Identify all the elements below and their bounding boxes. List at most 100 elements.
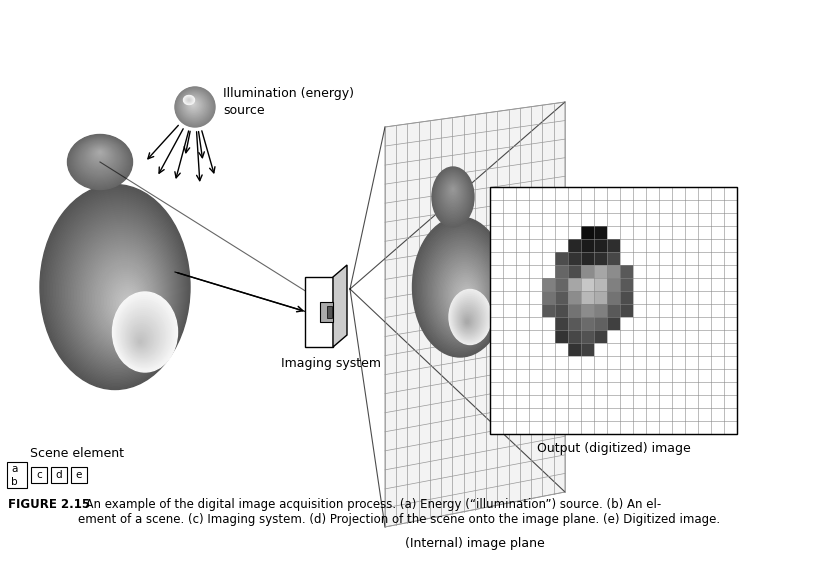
Ellipse shape [104, 272, 147, 331]
Ellipse shape [88, 146, 112, 166]
Ellipse shape [439, 255, 489, 330]
Ellipse shape [85, 246, 160, 348]
Ellipse shape [184, 96, 194, 104]
Ellipse shape [177, 89, 213, 125]
Ellipse shape [178, 90, 212, 124]
Ellipse shape [130, 324, 153, 353]
Ellipse shape [449, 184, 458, 197]
Ellipse shape [179, 91, 209, 121]
Ellipse shape [432, 167, 474, 227]
FancyBboxPatch shape [31, 467, 47, 483]
Ellipse shape [178, 90, 211, 123]
Ellipse shape [58, 209, 178, 373]
Ellipse shape [452, 275, 480, 316]
Ellipse shape [121, 308, 165, 363]
Ellipse shape [127, 318, 158, 356]
Ellipse shape [183, 95, 204, 116]
Ellipse shape [465, 295, 470, 301]
Text: Scene element: Scene element [30, 447, 124, 460]
Ellipse shape [449, 289, 491, 345]
Ellipse shape [177, 88, 214, 125]
FancyBboxPatch shape [594, 278, 607, 291]
Ellipse shape [78, 236, 165, 355]
Ellipse shape [76, 139, 124, 180]
FancyBboxPatch shape [7, 462, 27, 488]
Ellipse shape [438, 173, 468, 216]
FancyBboxPatch shape [581, 330, 594, 343]
Ellipse shape [61, 213, 176, 370]
Ellipse shape [442, 177, 465, 210]
Ellipse shape [189, 101, 198, 109]
Ellipse shape [127, 303, 132, 310]
Ellipse shape [124, 299, 134, 313]
Ellipse shape [86, 144, 114, 168]
Text: d: d [56, 470, 63, 480]
Ellipse shape [83, 244, 161, 350]
FancyBboxPatch shape [607, 252, 620, 265]
FancyBboxPatch shape [305, 277, 333, 347]
Ellipse shape [109, 278, 144, 327]
Ellipse shape [183, 94, 205, 117]
Ellipse shape [464, 317, 471, 326]
Ellipse shape [113, 285, 141, 322]
Ellipse shape [176, 88, 214, 126]
Ellipse shape [116, 298, 173, 368]
Ellipse shape [128, 305, 131, 308]
Ellipse shape [430, 243, 495, 339]
Ellipse shape [445, 180, 461, 204]
FancyBboxPatch shape [581, 317, 594, 330]
Ellipse shape [91, 254, 156, 343]
Ellipse shape [190, 101, 197, 108]
Ellipse shape [187, 98, 200, 112]
Ellipse shape [93, 256, 155, 342]
Ellipse shape [84, 144, 116, 170]
FancyBboxPatch shape [490, 187, 737, 434]
Ellipse shape [416, 222, 505, 353]
Ellipse shape [113, 294, 176, 371]
FancyBboxPatch shape [555, 330, 568, 343]
Ellipse shape [134, 332, 148, 348]
Text: Imaging system: Imaging system [281, 357, 381, 370]
Ellipse shape [431, 244, 495, 338]
Ellipse shape [462, 313, 474, 328]
FancyBboxPatch shape [555, 304, 568, 317]
Ellipse shape [455, 300, 483, 337]
Ellipse shape [138, 338, 143, 345]
Ellipse shape [55, 205, 180, 376]
Ellipse shape [175, 87, 215, 127]
Ellipse shape [184, 96, 193, 104]
Ellipse shape [70, 136, 130, 186]
FancyBboxPatch shape [568, 239, 581, 252]
Ellipse shape [456, 302, 482, 336]
Ellipse shape [434, 169, 473, 224]
FancyBboxPatch shape [607, 304, 620, 317]
Ellipse shape [100, 266, 150, 335]
Ellipse shape [185, 97, 193, 104]
Ellipse shape [74, 232, 167, 358]
FancyBboxPatch shape [542, 291, 555, 304]
Ellipse shape [181, 93, 208, 119]
Ellipse shape [48, 195, 185, 382]
Ellipse shape [68, 135, 132, 189]
FancyBboxPatch shape [568, 304, 581, 317]
Ellipse shape [180, 92, 208, 120]
FancyBboxPatch shape [620, 291, 633, 304]
Ellipse shape [112, 282, 142, 324]
FancyBboxPatch shape [71, 467, 87, 483]
Ellipse shape [74, 138, 126, 182]
FancyBboxPatch shape [568, 317, 581, 330]
Ellipse shape [442, 261, 486, 326]
Ellipse shape [450, 186, 456, 194]
FancyBboxPatch shape [581, 252, 594, 265]
Ellipse shape [450, 187, 455, 193]
Ellipse shape [89, 252, 157, 344]
Ellipse shape [414, 219, 506, 356]
Ellipse shape [188, 99, 199, 111]
Ellipse shape [435, 171, 470, 220]
FancyBboxPatch shape [581, 265, 594, 278]
Ellipse shape [68, 134, 133, 190]
Ellipse shape [63, 215, 175, 369]
Ellipse shape [78, 140, 123, 178]
Ellipse shape [188, 100, 198, 109]
Ellipse shape [445, 264, 485, 324]
